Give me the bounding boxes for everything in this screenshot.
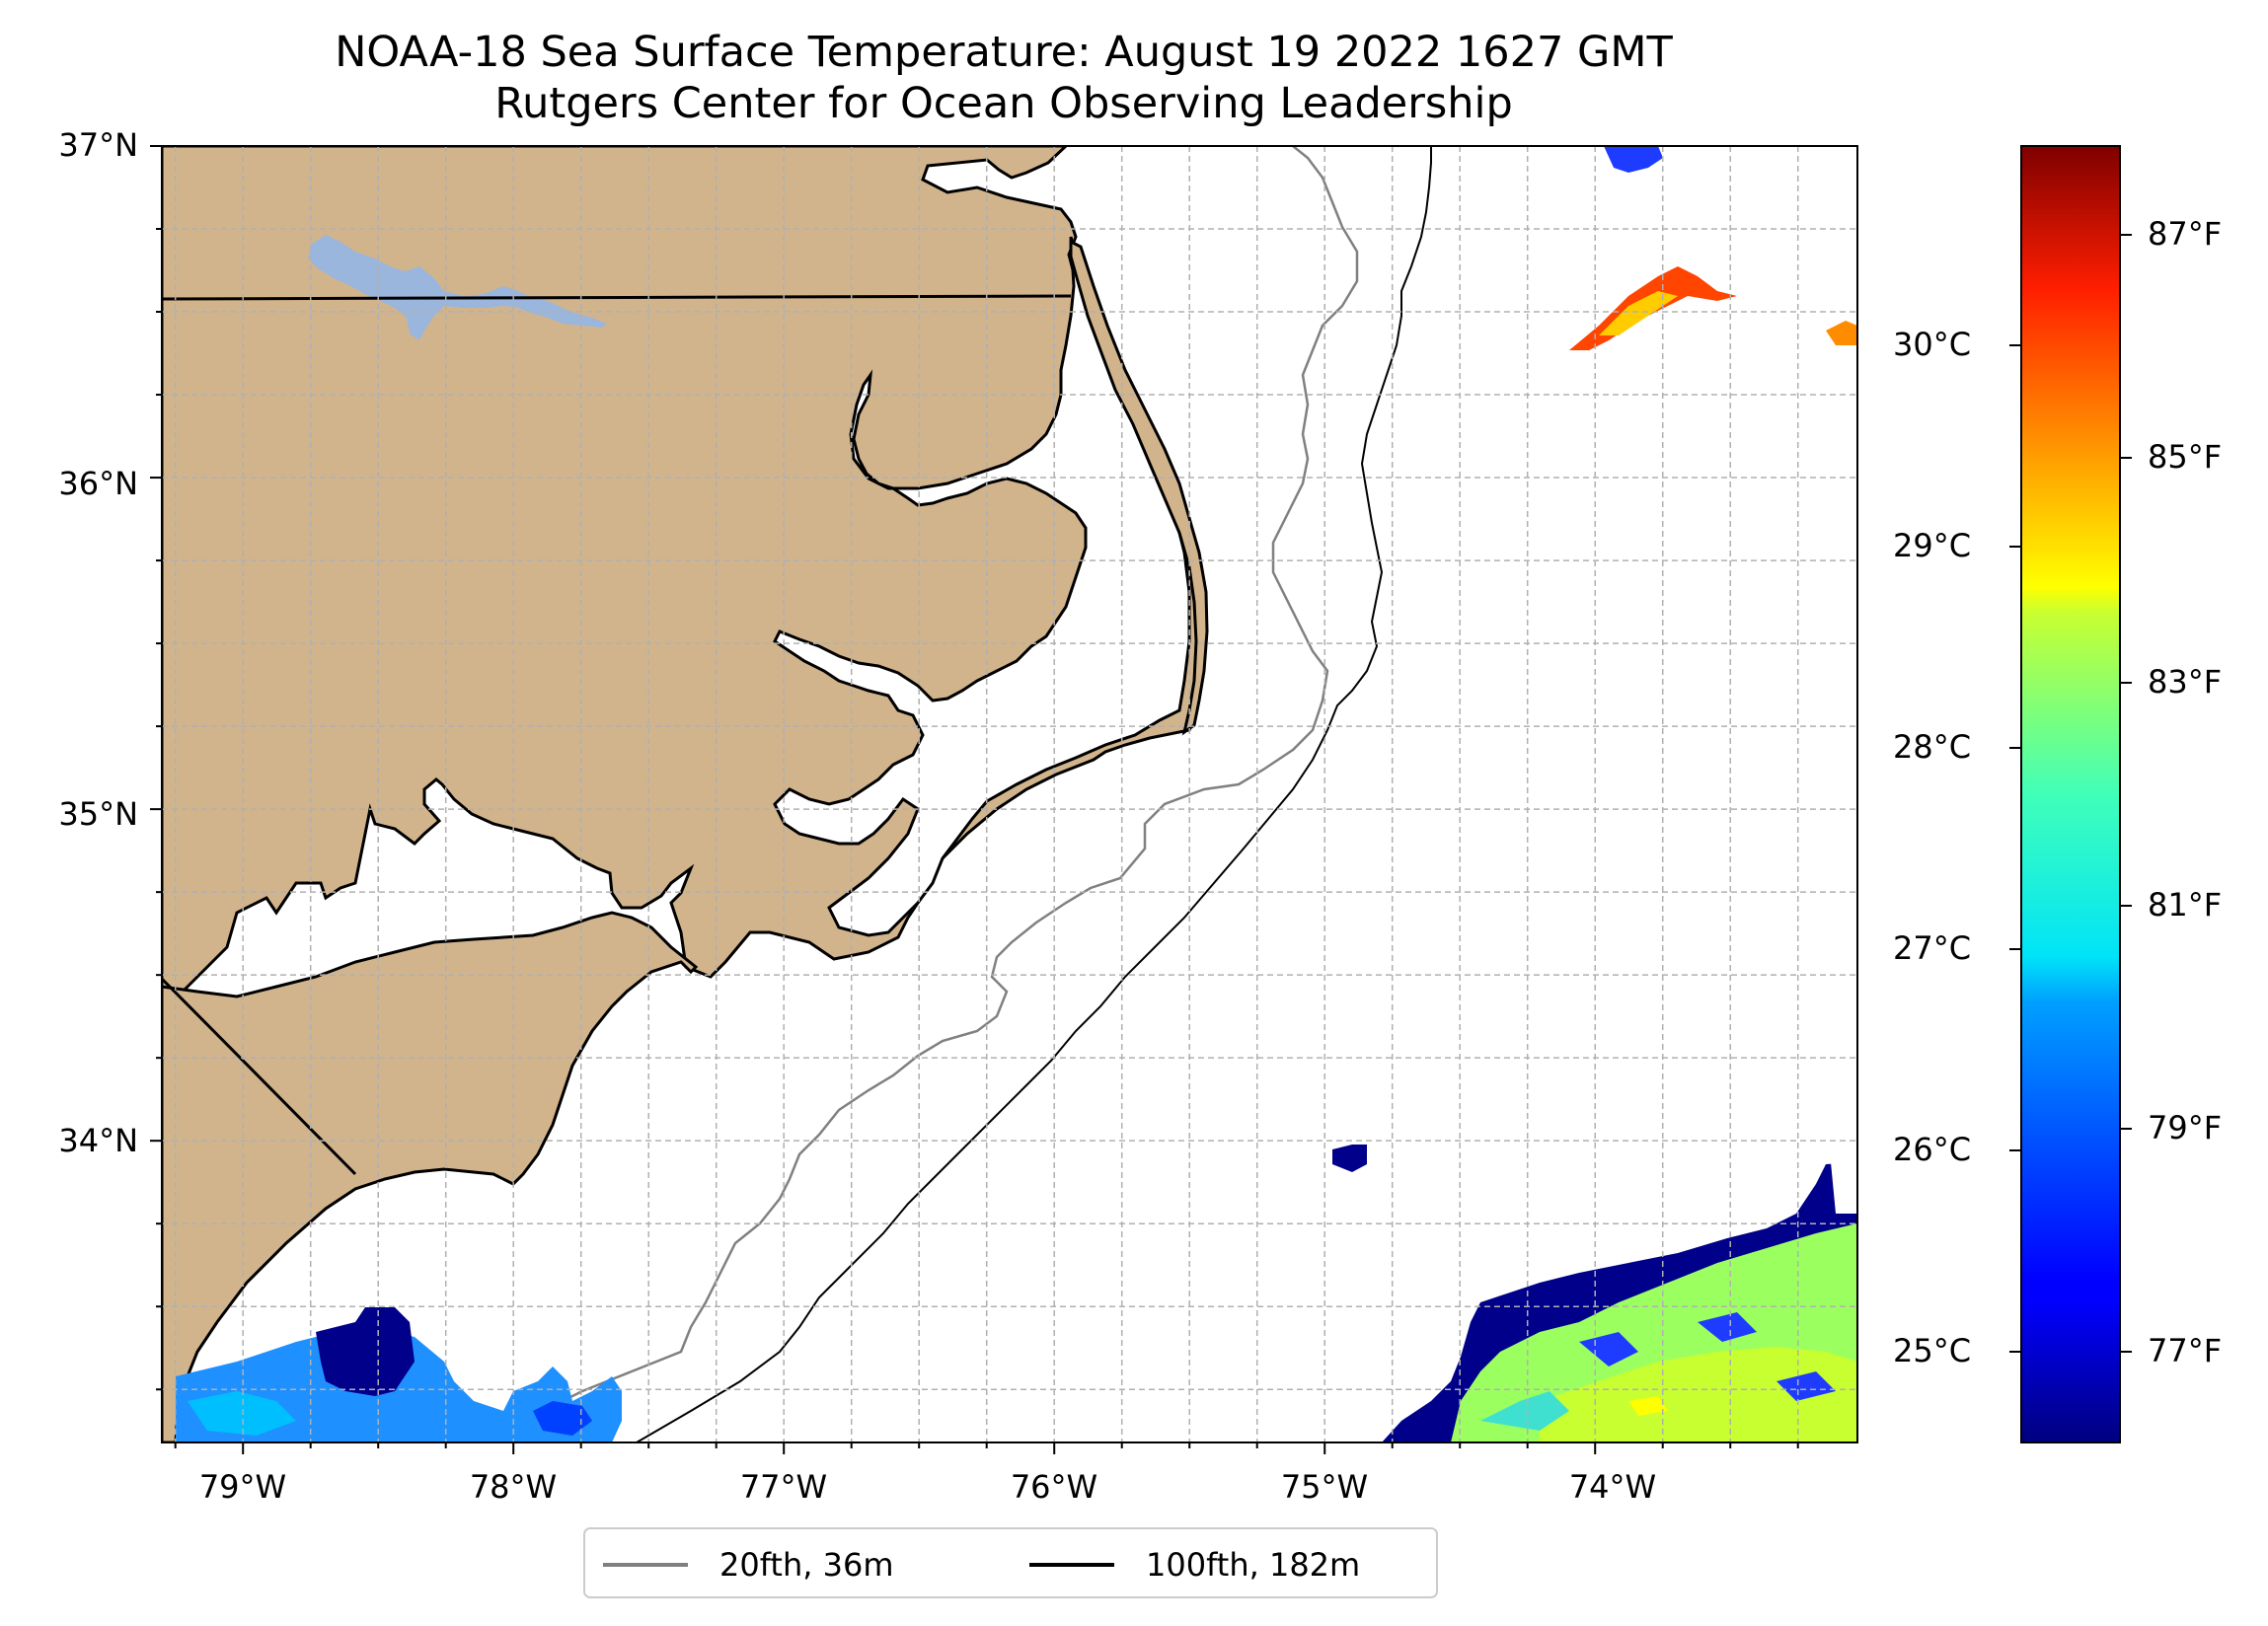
colorbar-celsius-label: 29°C (1893, 527, 1972, 564)
lon-tick-label: 77°W (739, 1468, 828, 1506)
chart-title: NOAA-18 Sea Surface Temperature: August … (335, 28, 1673, 77)
lat-tick-label: 36°N (58, 465, 138, 502)
sst-patch-mid (1332, 1145, 1367, 1172)
sst-patch-east-edge (1826, 321, 1857, 345)
colorbar-fahrenheit-label: 83°F (2148, 663, 2223, 701)
colorbar-celsius-label: 25°C (1893, 1332, 1972, 1369)
sst-patch-southeast (1382, 1162, 1857, 1442)
lon-tick-label: 79°W (198, 1468, 287, 1506)
outer-banks (1069, 239, 1209, 736)
map-frame (161, 145, 1858, 1443)
colorbar-celsius-label: 27°C (1893, 929, 1972, 967)
colorbar-celsius-label: 28°C (1893, 728, 1972, 766)
lat-tick-label: 37°N (58, 126, 138, 164)
sst-patch-southwest (176, 1307, 622, 1442)
lat-tick-label: 34°N (58, 1122, 138, 1159)
colorbar-ticks (2009, 234, 2132, 1353)
sst-patch-north (1604, 146, 1663, 173)
gridlines (162, 146, 1857, 1442)
lon-tick-label: 78°W (469, 1468, 558, 1506)
lon-tick-label: 75°W (1280, 1468, 1369, 1506)
legend-line-20fth (603, 1563, 688, 1567)
colorbar-fahrenheit-label: 87°F (2148, 215, 2223, 253)
colorbar-fahrenheit-label: 81°F (2148, 886, 2223, 924)
contour-20fth (492, 146, 1359, 1442)
legend-label: 100fth, 182m (1146, 1546, 1361, 1584)
colorbar-fahrenheit-label: 79°F (2148, 1109, 2223, 1146)
land-area-southwest (162, 911, 699, 1442)
lat-tick-label: 35°N (58, 795, 138, 833)
lon-tick-label: 76°W (1010, 1468, 1098, 1506)
sst-patch-northeast-yellow (1599, 291, 1678, 335)
axis-ticks (150, 145, 1799, 1454)
colorbar (2020, 145, 2121, 1443)
kerr-lake (308, 235, 607, 340)
legend: 20fth, 36m 100fth, 182m (583, 1527, 1438, 1598)
pamlico-sound (773, 236, 1191, 937)
lon-tick-label: 74°W (1568, 1468, 1657, 1506)
contour-100fth (636, 146, 1432, 1442)
colorbar-celsius-label: 26°C (1893, 1131, 1972, 1168)
chart-subtitle: Rutgers Center for Ocean Observing Leade… (494, 79, 1513, 128)
colorbar-fahrenheit-label: 77°F (2148, 1332, 2223, 1369)
state-border-nc-sc (162, 977, 357, 1176)
colorbar-celsius-label: 30°C (1893, 326, 1972, 363)
colorbar-fahrenheit-label: 85°F (2148, 438, 2223, 476)
legend-line-100fth (1029, 1563, 1114, 1567)
legend-label: 20fth, 36m (719, 1546, 894, 1584)
